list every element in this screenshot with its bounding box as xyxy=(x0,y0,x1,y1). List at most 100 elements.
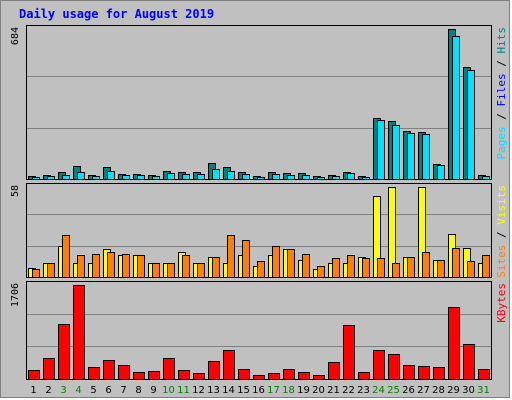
day-label-27: 27 xyxy=(417,385,430,396)
side-label-part: Pages xyxy=(495,126,508,159)
bar-sites-day-26 xyxy=(407,257,415,278)
bar-sites-day-24 xyxy=(377,258,385,278)
side-label-part: / xyxy=(495,54,508,74)
bar-kbytes-day-28 xyxy=(433,367,445,380)
day-label-19: 19 xyxy=(297,385,310,396)
bar-sites-day-19 xyxy=(302,254,310,278)
bar-sites-day-1 xyxy=(32,269,40,278)
side-label-part: KBytes xyxy=(495,283,508,323)
bar-sites-day-6 xyxy=(107,252,115,278)
day-label-4: 4 xyxy=(75,385,81,396)
chart-title: Daily usage for August 2019 xyxy=(19,7,215,21)
day-label-13: 13 xyxy=(207,385,220,396)
bar-sites-day-22 xyxy=(347,255,355,278)
bar-sites-day-12 xyxy=(197,263,205,278)
day-label-20: 20 xyxy=(312,385,325,396)
bar-files-day-8 xyxy=(137,175,145,180)
bar-files-day-28 xyxy=(437,165,445,180)
day-label-24: 24 xyxy=(372,385,385,396)
bar-files-day-18 xyxy=(287,175,295,180)
bar-sites-day-20 xyxy=(317,266,325,278)
side-label-part: Files xyxy=(495,73,508,106)
day-label-5: 5 xyxy=(90,385,96,396)
day-label-30: 30 xyxy=(462,385,475,396)
bar-kbytes-day-3 xyxy=(58,324,70,380)
bar-sites-day-25 xyxy=(392,263,400,278)
bar-kbytes-day-18 xyxy=(283,369,295,380)
day-label-6: 6 xyxy=(105,385,111,396)
bar-sites-day-18 xyxy=(287,249,295,278)
bar-files-day-22 xyxy=(347,173,355,180)
day-label-18: 18 xyxy=(282,385,295,396)
bar-sites-day-23 xyxy=(362,258,370,278)
bar-files-day-25 xyxy=(392,125,400,180)
bar-sites-day-28 xyxy=(437,260,445,278)
day-label-31: 31 xyxy=(477,385,490,396)
bar-files-day-17 xyxy=(272,174,280,180)
bar-files-day-24 xyxy=(377,120,385,180)
side-label-part: Hits xyxy=(495,27,508,54)
side-label-part: Sites xyxy=(495,245,508,278)
bar-kbytes-day-6 xyxy=(103,360,115,380)
bar-kbytes-day-10 xyxy=(163,358,175,380)
day-label-8: 8 xyxy=(135,385,141,396)
bar-files-day-26 xyxy=(407,133,415,180)
bar-sites-day-21 xyxy=(332,258,340,278)
panel-border-pages-files-hits xyxy=(26,25,492,180)
bar-kbytes-day-5 xyxy=(88,367,100,380)
bar-kbytes-day-31 xyxy=(478,369,490,380)
bar-files-day-15 xyxy=(242,174,250,180)
side-label-visits-sites: Sites / Visits xyxy=(495,185,508,278)
bar-sites-day-31 xyxy=(482,255,490,278)
day-label-23: 23 xyxy=(357,385,370,396)
side-label-kbytes: KBytes xyxy=(495,283,508,323)
bar-files-day-10 xyxy=(167,173,175,180)
bar-kbytes-day-13 xyxy=(208,361,220,380)
bar-files-day-30 xyxy=(467,70,475,180)
bar-kbytes-day-15 xyxy=(238,369,250,380)
bar-files-day-7 xyxy=(122,175,130,180)
bar-kbytes-day-17 xyxy=(268,373,280,380)
bar-files-day-4 xyxy=(77,172,85,180)
day-label-15: 15 xyxy=(237,385,250,396)
bar-kbytes-day-30 xyxy=(463,344,475,380)
bar-kbytes-day-11 xyxy=(178,370,190,380)
max-label-kbytes: 1706 xyxy=(10,283,21,307)
bar-sites-day-7 xyxy=(122,254,130,278)
bar-files-day-19 xyxy=(302,175,310,180)
bar-kbytes-day-16 xyxy=(253,375,265,380)
bar-kbytes-day-1 xyxy=(28,370,40,380)
side-label-part: Visits xyxy=(495,185,508,225)
bar-kbytes-day-19 xyxy=(298,372,310,380)
bar-sites-day-8 xyxy=(137,255,145,278)
bar-sites-day-27 xyxy=(422,252,430,278)
bar-kbytes-day-14 xyxy=(223,350,235,380)
bar-sites-day-5 xyxy=(92,254,100,278)
bar-kbytes-day-22 xyxy=(343,325,355,380)
side-label-pages-files-hits: Pages / Files / Hits xyxy=(495,27,508,160)
bar-kbytes-day-7 xyxy=(118,365,130,380)
day-label-29: 29 xyxy=(447,385,460,396)
bar-files-day-11 xyxy=(182,174,190,180)
bar-kbytes-day-8 xyxy=(133,372,145,380)
day-label-21: 21 xyxy=(327,385,340,396)
bar-sites-day-11 xyxy=(182,255,190,278)
bar-sites-day-4 xyxy=(77,255,85,278)
bar-kbytes-day-26 xyxy=(403,365,415,380)
bar-kbytes-day-21 xyxy=(328,362,340,380)
day-label-2: 2 xyxy=(45,385,51,396)
day-label-9: 9 xyxy=(150,385,156,396)
bar-kbytes-day-25 xyxy=(388,354,400,380)
bar-sites-day-3 xyxy=(62,235,70,278)
bar-files-day-3 xyxy=(62,175,70,180)
panel-border-visits-sites xyxy=(26,183,492,278)
bar-sites-day-15 xyxy=(242,240,250,278)
bar-sites-day-17 xyxy=(272,246,280,278)
bar-files-day-29 xyxy=(452,36,460,180)
day-label-22: 22 xyxy=(342,385,355,396)
day-label-25: 25 xyxy=(387,385,400,396)
bar-kbytes-day-9 xyxy=(148,371,160,380)
side-label-part: / xyxy=(495,107,508,127)
